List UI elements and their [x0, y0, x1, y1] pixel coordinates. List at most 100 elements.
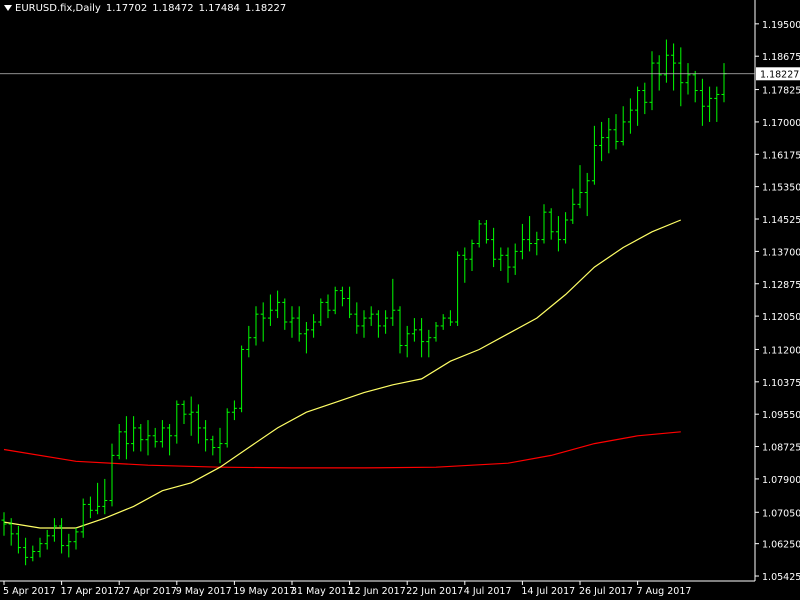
- ohlc-bar: [318, 298, 324, 326]
- ohlc-bar: [253, 306, 259, 346]
- ohlc-bar: [447, 310, 453, 326]
- ohlc-bar: [656, 55, 662, 91]
- ohlc-bar: [188, 396, 194, 436]
- ohlc-bar: [325, 294, 331, 319]
- ohlc-bar: [663, 39, 669, 83]
- ohlc-bar: [332, 286, 338, 315]
- ohlc-bar: [239, 345, 245, 413]
- x-tick-label: 27 Apr 2017: [118, 586, 177, 597]
- x-tick-label: 17 Apr 2017: [61, 586, 120, 597]
- x-tick-label: 4 Jul 2017: [464, 586, 512, 597]
- ohlc-bar: [116, 424, 122, 460]
- y-tick-label: 1.14525: [762, 215, 800, 226]
- ohlc-bar: [109, 443, 115, 507]
- y-tick-label: 1.12050: [762, 312, 800, 323]
- ohlc-bar: [73, 527, 79, 550]
- ohlc-bar: [462, 247, 468, 283]
- ohlc-bar: [455, 251, 461, 326]
- ohlc-bar: [224, 408, 230, 448]
- ohlc-bar: [411, 318, 417, 342]
- x-tick-label: 19 May 2017: [233, 586, 295, 597]
- ohlc-bar: [383, 310, 389, 334]
- ohlc-bar: [635, 86, 641, 126]
- ohlc-bar: [123, 416, 129, 460]
- ohlc-bar: [339, 286, 345, 307]
- ohlc-bar: [23, 537, 29, 566]
- y-tick-label: 1.07900: [762, 475, 800, 486]
- high-value: 1.18472: [152, 3, 194, 14]
- ohlc-bar: [289, 306, 295, 338]
- ohlc-bar: [152, 427, 158, 448]
- ohlc-bar: [296, 306, 302, 342]
- ohlc-bar: [217, 427, 223, 464]
- current-price-box: [756, 67, 800, 81]
- y-tick-label: 1.11200: [762, 345, 800, 356]
- ohlc-bar: [8, 518, 14, 546]
- symbol-label: EURUSD.fix,Daily: [15, 3, 101, 14]
- ohlc-bar: [59, 518, 65, 554]
- x-tick-label: 14 Jul 2017: [521, 586, 575, 597]
- y-tick-label: 1.08725: [762, 443, 800, 454]
- ohlc-bar: [570, 188, 576, 224]
- x-tick-label: 5 Apr 2017: [3, 586, 56, 597]
- ohlc-bar: [707, 86, 713, 122]
- close-value: 1.18227: [244, 3, 287, 14]
- ohlc-bar: [347, 286, 353, 319]
- ohlc-bars: [1, 39, 727, 566]
- ohlc-bar: [692, 70, 698, 103]
- ohlc-bar: [606, 118, 612, 154]
- ohlc-bar: [577, 165, 583, 209]
- ohlc-bar: [678, 47, 684, 107]
- ohlc-bar: [512, 243, 518, 275]
- x-tick-label: 31 May 2017: [291, 586, 353, 597]
- ohlc-bar: [584, 172, 590, 217]
- ohlc-bar: [375, 310, 381, 338]
- ohlc-bar: [210, 435, 216, 456]
- ohlc-bar: [498, 247, 504, 271]
- y-tick-label: 1.05425: [762, 572, 800, 583]
- ohlc-bar: [519, 223, 525, 260]
- ohlc-bar: [699, 78, 705, 126]
- ohlc-bar: [354, 302, 360, 334]
- ohlc-bar: [80, 498, 86, 538]
- ohlc-bar: [491, 227, 497, 268]
- ohlc-bar: [404, 325, 410, 358]
- ohlc-bar: [397, 306, 403, 354]
- x-tick-label: 26 Jul 2017: [579, 586, 633, 597]
- ohlc-bar: [1, 512, 7, 536]
- y-tick-label: 1.16175: [762, 150, 800, 161]
- dropdown-triangle-icon[interactable]: [4, 5, 12, 11]
- fast-moving-average-line: [3, 219, 682, 529]
- ohlc-bar: [102, 478, 108, 515]
- ohlc-bar: [267, 294, 273, 326]
- open-value: 1.17702: [105, 3, 148, 14]
- ohlc-bar: [469, 239, 475, 271]
- ohlc-bar: [426, 329, 432, 358]
- ohlc-bar: [548, 208, 554, 240]
- y-tick-label: 1.18675: [762, 52, 800, 63]
- ohlc-bar: [627, 98, 633, 134]
- ohlc-bar: [37, 537, 43, 558]
- ohlc-bar: [476, 220, 482, 248]
- y-tick-label: 1.06250: [762, 540, 800, 551]
- ohlc-bar: [174, 400, 180, 444]
- ohlc-bar: [195, 404, 201, 444]
- ohlc-bar: [181, 400, 187, 424]
- ohlc-bar: [649, 51, 655, 111]
- current-price-label: 1.18227: [760, 69, 799, 80]
- x-tick-label: 22 Jun 2017: [406, 586, 463, 597]
- ohlc-bar: [433, 322, 439, 342]
- x-tick-label: 12 Jun 2017: [349, 586, 406, 597]
- ohlc-bar: [51, 518, 57, 542]
- chart-header: EURUSD.fix,Daily 1.17702 1.18472 1.17484 1.1…: [4, 3, 291, 14]
- y-tick-label: 1.17825: [762, 86, 800, 97]
- ohlc-bar: [563, 212, 569, 244]
- ohlc-bar: [419, 318, 425, 358]
- ohlc-bar: [131, 416, 137, 452]
- ohlc-bar: [671, 43, 677, 91]
- ohlc-bar: [505, 247, 511, 283]
- x-tick-label: 7 Aug 2017: [637, 586, 692, 597]
- ohlc-bar: [714, 86, 720, 122]
